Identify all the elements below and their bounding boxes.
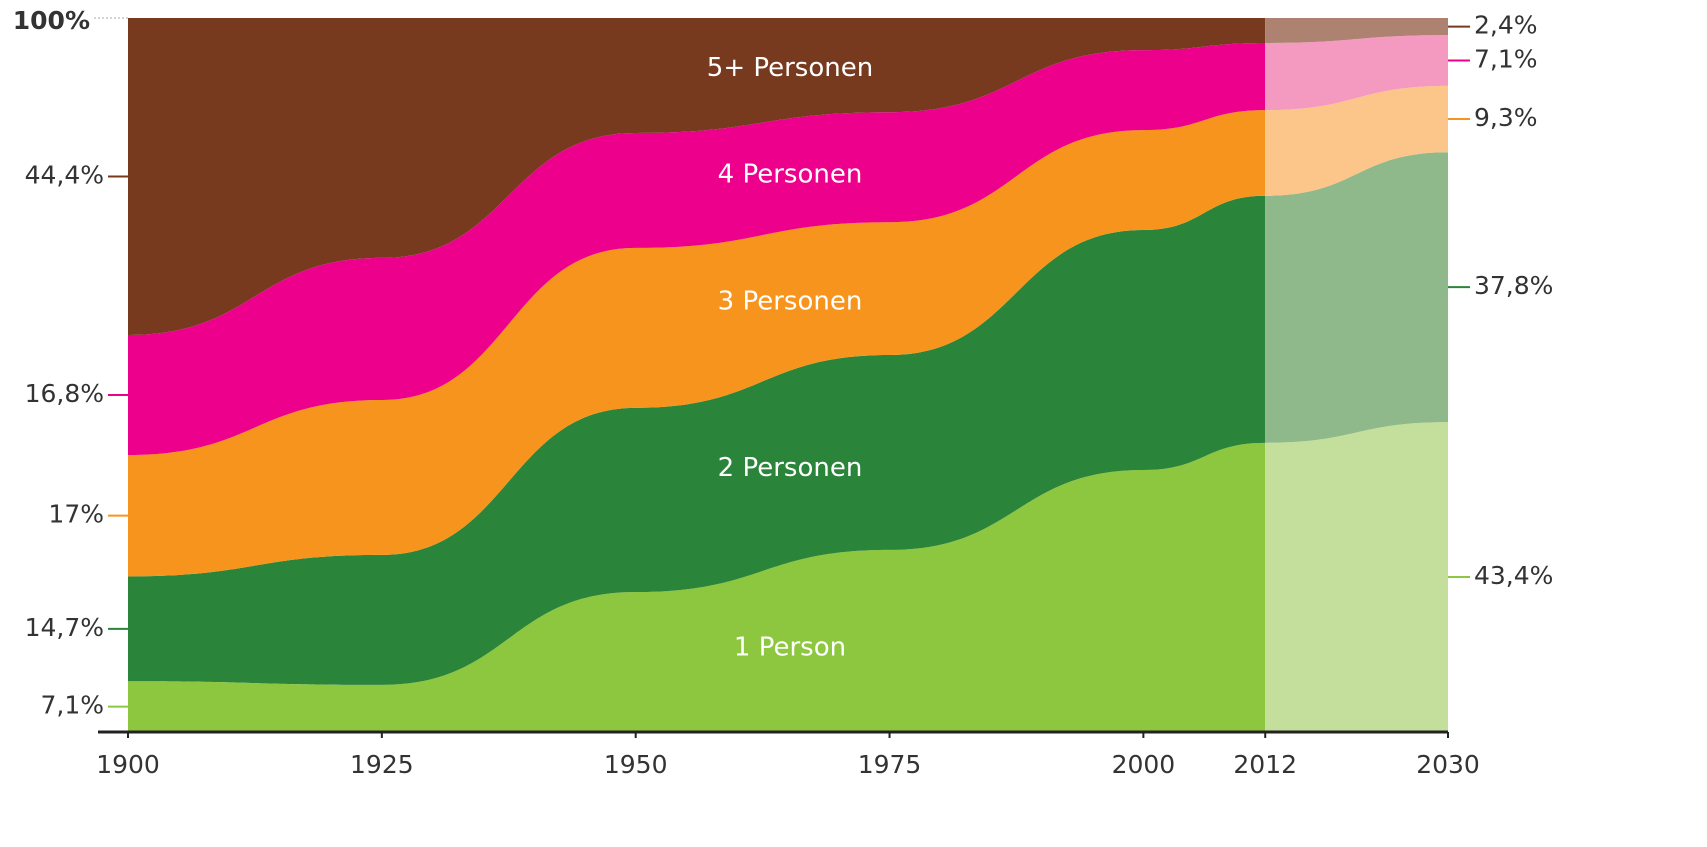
area (1265, 85, 1448, 196)
value-label: 43,4% (1474, 561, 1553, 590)
area (1265, 35, 1448, 111)
x-tick-label: 1900 (96, 750, 160, 779)
area (128, 195, 1266, 685)
area (128, 442, 1266, 732)
area (1265, 152, 1448, 443)
y-tick-label: 100% (13, 6, 90, 35)
area (1265, 18, 1448, 43)
area (128, 42, 1266, 455)
value-label: 44,4% (25, 161, 104, 190)
area-label: 1 Person (734, 633, 846, 663)
area (128, 18, 1266, 336)
value-label: 2,4% (1474, 11, 1538, 40)
value-label: 14,7% (25, 613, 104, 642)
x-tick-label: 2012 (1233, 750, 1297, 779)
x-tick-label: 1950 (604, 750, 668, 779)
area-label: 2 Personen (718, 453, 863, 483)
area (128, 110, 1266, 577)
x-tick-label: 2000 (1112, 750, 1176, 779)
x-tick-label: 1975 (858, 750, 922, 779)
value-label: 7,1% (1474, 44, 1538, 73)
value-label: 17% (48, 500, 104, 529)
area-label: 5+ Personen (707, 53, 873, 83)
x-tick-label: 1925 (350, 750, 414, 779)
area-label: 3 Personen (718, 286, 863, 316)
area (1265, 422, 1448, 732)
value-label: 37,8% (1474, 271, 1553, 300)
value-label: 7,1% (40, 691, 104, 720)
area-label: 4 Personen (718, 160, 863, 190)
value-label: 9,3% (1474, 103, 1538, 132)
x-tick-label: 2030 (1416, 750, 1480, 779)
value-label: 16,8% (25, 379, 104, 408)
